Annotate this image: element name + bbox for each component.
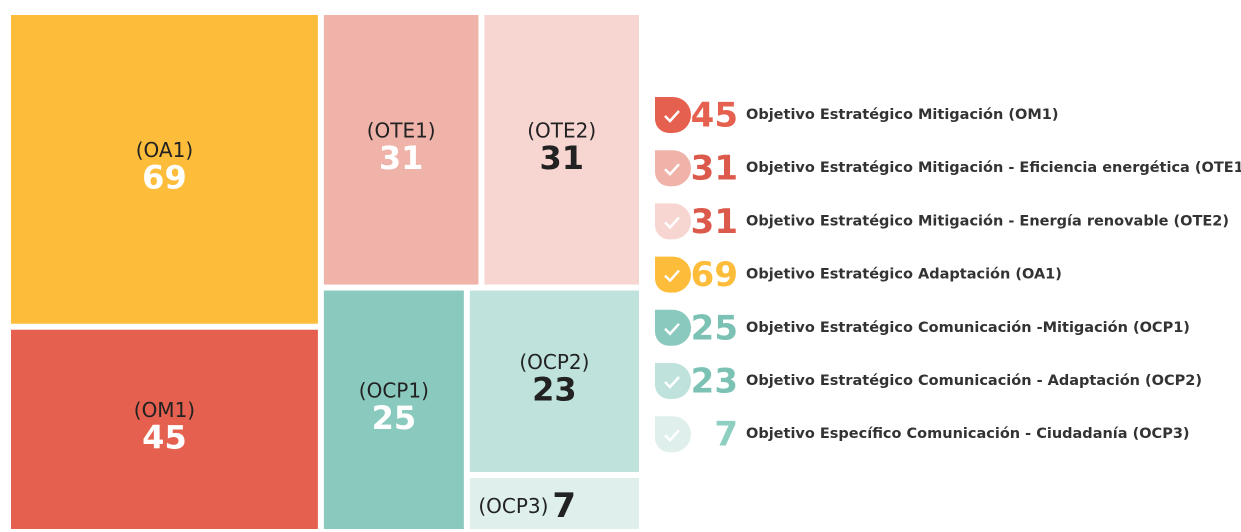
legend-item: 25 Objetivo Estratégico Comunicación -Mit… <box>655 308 1190 348</box>
legend-name: Objetivo Estratégico Mitigación - Energí… <box>746 213 1229 229</box>
legend-name: Objetivo Estratégico Mitigación - Eficie… <box>746 160 1241 176</box>
tile-label: (OCP1) <box>359 378 429 402</box>
legend-item: 23 Objetivo Estratégico Comunicación - Ad… <box>655 362 1202 402</box>
legend-icon <box>655 363 691 399</box>
tile <box>323 15 479 285</box>
tile-label: (OCP3) <box>478 494 548 518</box>
tile-value: 45 <box>142 418 187 456</box>
legend-name: Objetivo Estratégico Comunicación -Mitig… <box>746 320 1190 336</box>
check-mark <box>664 269 680 283</box>
legend-value: 25 <box>691 308 738 348</box>
tile-label: (OM1) <box>134 398 195 422</box>
tile-value: 7 <box>552 486 576 526</box>
tile-label: (OCP2) <box>519 350 589 374</box>
legend-name: Objetivo Específico Comunicación - Ciuda… <box>746 426 1190 442</box>
check-mark <box>664 216 680 230</box>
legend-icon <box>655 309 691 346</box>
tile <box>484 15 639 285</box>
legend-icon <box>655 203 691 240</box>
check-mark <box>664 163 680 177</box>
tile <box>11 15 318 324</box>
legend-value: 45 <box>691 96 738 136</box>
tile-value: 25 <box>372 399 417 437</box>
legend-item: 69 Objetivo Estratégico Adaptación (OA1) <box>655 255 1062 295</box>
legend-name: Objetivo Estratégico Comunicación - Adap… <box>746 373 1202 389</box>
tile-label: (OA1) <box>136 138 193 162</box>
tile <box>11 329 318 529</box>
tile <box>323 290 464 529</box>
check-mark <box>664 376 680 389</box>
tile-label: (OTE2) <box>527 118 596 142</box>
legend-icon <box>655 150 691 187</box>
tile-value: 69 <box>142 158 187 196</box>
tile <box>469 290 639 472</box>
legend-value: 31 <box>691 202 738 242</box>
legend-item: 31 Objetivo Estratégico Mitigación - Efic… <box>655 149 1241 189</box>
tile-label: (OTE1) <box>367 118 436 142</box>
tile <box>469 477 639 529</box>
check-mark <box>664 429 680 443</box>
legend-icon <box>655 97 691 133</box>
tile-value: 31 <box>379 139 424 177</box>
legend-item: 7 Objetivo Específico Comunicación - Ciud… <box>655 415 1190 455</box>
legend-name: Objetivo Estratégico Mitigación (OM1) <box>746 107 1058 123</box>
legend-value: 7 <box>714 415 738 455</box>
legend-value: 31 <box>691 149 738 189</box>
legend-item: 45 Objetivo Estratégico Mitigación (OM1) <box>655 96 1058 136</box>
legend-icon <box>655 256 691 293</box>
tile-value: 23 <box>532 370 577 408</box>
legend-value: 69 <box>691 255 738 295</box>
legend-value: 23 <box>691 362 738 402</box>
legend-name: Objetivo Estratégico Adaptación (OA1) <box>746 267 1062 283</box>
tile-value: 31 <box>539 139 584 177</box>
check-mark <box>664 110 680 123</box>
legend-item: 31 Objetivo Estratégico Mitigación - Ener… <box>655 202 1229 242</box>
check-mark <box>664 322 680 336</box>
legend-icon <box>655 416 691 453</box>
